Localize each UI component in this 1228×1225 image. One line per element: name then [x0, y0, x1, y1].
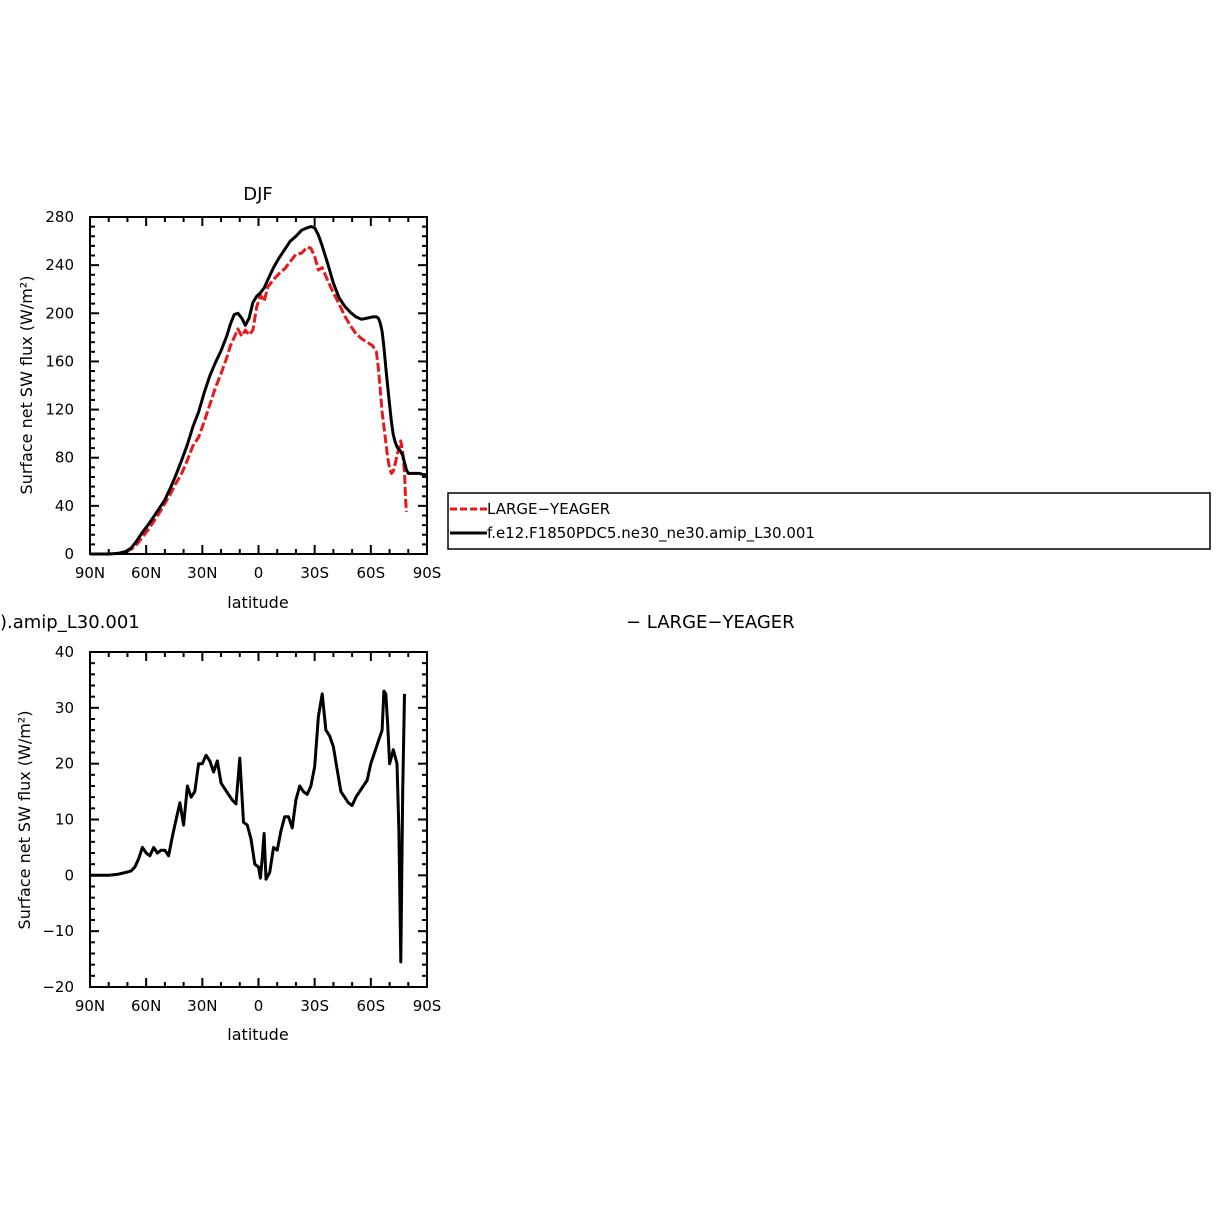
bottom-y-tick-label: −20: [42, 978, 74, 996]
top-x-tick-label: 60N: [131, 564, 161, 582]
legend-label-large-yeager: LARGE−YEAGER: [487, 500, 610, 518]
bottom-x-tick-label: 30N: [187, 997, 217, 1015]
legend-label-model: f.e12.F1850PDC5.ne30_ne30.amip_L30.001: [487, 524, 815, 543]
bottom-x-tick-label: 60S: [357, 997, 386, 1015]
top-y-axis-label: Surface net SW flux (W/m²): [17, 276, 36, 495]
bottom-series-layer: [90, 689, 406, 964]
bottom-x-tick-label: 0: [254, 997, 264, 1015]
top-ticks-layer: 90N 60N 30N 0 30S 60S 90S 0 40 80 120 160 200 240 280: [45, 208, 441, 582]
bottom-x-axis-label: latitude: [227, 1025, 288, 1044]
bottom-y-tick-label: 0: [64, 866, 74, 884]
top-plot-frame: [89, 216, 428, 555]
legend: LARGE−YEAGER f.e12.F1850PDC5.ne30_ne30.a…: [447, 492, 1211, 550]
bottom-y-tick-label: 30: [55, 699, 74, 717]
top-x-tick-label: 0: [254, 564, 264, 582]
legend-box: [447, 492, 1211, 550]
top-series-line-2: [90, 225, 427, 556]
top-y-tick-label: 280: [45, 208, 74, 226]
top-y-tick-label: 120: [45, 401, 74, 419]
bottom-y-axis-label: Surface net SW flux (W/m²): [15, 711, 34, 930]
top-x-tick-label: 90S: [413, 564, 442, 582]
bottom-y-tick-label: −10: [42, 922, 74, 940]
bottom-x-tick-label: 30S: [300, 997, 329, 1015]
bottom-y-tick-label: 20: [55, 755, 74, 773]
bottom-title-fragment-left: ).amip_L30.001: [0, 612, 140, 633]
bottom-y-tick-label: 10: [55, 811, 74, 829]
bottom-x-tick-label: 90N: [75, 997, 105, 1015]
top-x-tick-label: 60S: [357, 564, 386, 582]
top-y-tick-label: 200: [45, 304, 74, 322]
top-x-axis-label: latitude: [227, 593, 288, 612]
bottom-title-fragment-right: − LARGE−YEAGER: [626, 612, 795, 633]
bottom-series-line-1: [90, 689, 406, 964]
top-y-tick-label: 160: [45, 352, 74, 370]
bottom-x-tick-label: 90S: [413, 997, 442, 1015]
top-y-tick-label: 240: [45, 256, 74, 274]
top-chart-title: DJF: [243, 184, 273, 205]
top-x-tick-label: 90N: [75, 564, 105, 582]
top-y-tick-label: 0: [64, 545, 74, 563]
top-y-tick-label: 40: [55, 497, 74, 515]
bottom-y-tick-label: 40: [55, 643, 74, 661]
bottom-x-tick-label: 60N: [131, 997, 161, 1015]
top-series-line-1: [90, 245, 408, 556]
top-x-tick-label: 30S: [300, 564, 329, 582]
bottom-ticks-layer: 90N 60N 30N 0 30S 60S 90S −20 −10 0 10 20 30 40: [42, 643, 441, 1015]
top-series-layer: [90, 225, 427, 556]
top-x-tick-label: 30N: [187, 564, 217, 582]
bottom-plot-frame: [89, 651, 428, 988]
top-y-tick-label: 80: [55, 449, 74, 467]
bottom-panel: ).amip_L30.001 − LARGE−YEAGER 90N 60N 30N 0…: [0, 612, 795, 1044]
top-panel: DJF 90N 60N 30N 0 30S 60S 90S 0 40 80 120 160 200 240…: [17, 184, 441, 612]
